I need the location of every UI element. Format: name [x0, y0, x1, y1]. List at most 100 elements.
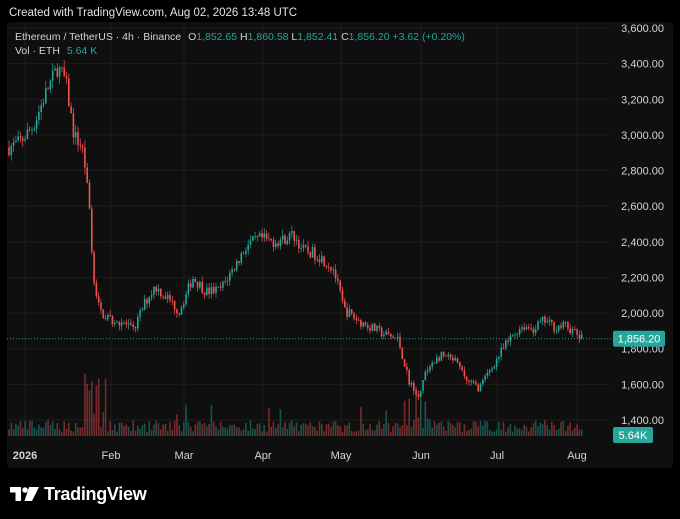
chart-panel[interactable]	[7, 22, 673, 468]
volume-bar	[185, 404, 187, 436]
volume-bar	[100, 427, 102, 436]
candle-body	[277, 243, 279, 246]
volume-bar	[495, 429, 498, 436]
volume-bar	[12, 429, 15, 436]
volume-bar	[40, 427, 42, 436]
candle-body	[229, 272, 231, 281]
candle-body	[231, 269, 233, 273]
volume-bar	[143, 423, 146, 436]
volume-bar	[341, 431, 344, 436]
candle-body	[364, 322, 367, 325]
candle-body	[160, 288, 162, 297]
candle-body	[445, 355, 447, 357]
candle-body	[580, 334, 583, 339]
candle-body	[51, 70, 54, 81]
volume-bar	[551, 421, 553, 436]
candle-body	[449, 354, 452, 358]
candle-body	[447, 354, 450, 357]
open-label: O	[188, 31, 197, 43]
volume-bar	[376, 424, 378, 436]
volume-bar	[413, 419, 415, 436]
candle-body	[500, 347, 502, 357]
x-tick-label: Aug	[567, 450, 587, 462]
volume-bar	[58, 429, 61, 436]
candle-body	[555, 330, 558, 332]
candle-body	[63, 67, 65, 77]
volume-bar	[74, 422, 77, 436]
candle-body	[440, 351, 443, 361]
candle-body	[309, 252, 312, 258]
candle-body	[387, 331, 390, 334]
volume-bar	[364, 429, 367, 436]
volume-bar	[332, 421, 335, 436]
volume-bar	[410, 427, 413, 436]
volume-bar	[371, 430, 374, 436]
candle-body	[429, 366, 431, 371]
volume-bar	[521, 430, 523, 436]
candle-body	[81, 146, 84, 148]
volume-bar	[130, 431, 132, 436]
volume-bar	[571, 430, 574, 436]
volume-bar	[314, 426, 316, 436]
volume-bar	[166, 430, 169, 436]
candle-body	[511, 335, 514, 337]
candle-body	[408, 370, 410, 385]
volume-bar	[270, 426, 272, 436]
volume-bar	[19, 421, 22, 436]
volume-bar	[436, 424, 438, 436]
candle-body	[171, 300, 174, 302]
candle-body	[222, 281, 224, 288]
candle-body	[491, 368, 493, 371]
candle-body	[40, 105, 42, 112]
candle-body	[396, 336, 399, 339]
volume-bar	[84, 373, 86, 436]
x-tick-label: Jun	[412, 450, 430, 462]
volume-bar	[22, 428, 24, 436]
volume-bar	[528, 431, 530, 436]
volume-bar	[537, 426, 539, 436]
volume-bar	[415, 386, 417, 436]
candle-body	[567, 322, 569, 329]
candle-body	[120, 322, 123, 326]
candle-body	[116, 321, 118, 324]
volume-bar	[26, 428, 29, 436]
volume-bar	[523, 424, 525, 436]
volume-bar	[45, 422, 47, 436]
candle-body	[426, 370, 429, 372]
x-tick-label: Mar	[175, 450, 194, 462]
volume-bar	[201, 424, 203, 436]
candle-body	[132, 324, 134, 328]
volume-bar	[247, 430, 249, 436]
volume-bar	[187, 422, 190, 436]
candle-body	[139, 310, 141, 317]
volume-bar	[311, 426, 314, 436]
candle-body	[54, 68, 56, 71]
candle-body	[518, 329, 521, 335]
candle-body	[569, 328, 571, 334]
candle-body	[288, 233, 291, 241]
candle-body	[77, 132, 79, 146]
volume-bar	[560, 422, 562, 436]
volume-bar	[426, 418, 429, 436]
candle-body	[298, 239, 300, 249]
volume-bar	[309, 421, 312, 436]
tradingview-logo[interactable]: TradingView	[10, 483, 147, 505]
volume-bar	[132, 420, 134, 436]
volume-bar	[91, 381, 93, 436]
candle-body	[307, 246, 309, 253]
volume-bar	[461, 431, 463, 436]
candle-body	[403, 359, 406, 367]
candle-body	[38, 111, 40, 121]
candle-body	[157, 288, 160, 292]
candle-body	[256, 236, 259, 237]
volume-bar	[484, 420, 486, 436]
volume-bar	[511, 431, 514, 436]
volume-bar	[491, 431, 493, 436]
ohlc-legend: Ethereum / TetherUS · 4h · Binance O1,85…	[15, 31, 465, 43]
candle-body	[146, 299, 148, 304]
candle-body	[311, 247, 314, 258]
candle-body	[394, 337, 397, 339]
candle-body	[212, 287, 215, 294]
candle-body	[330, 267, 332, 271]
price-chart[interactable]: 1,400.00 1,600.00 1,800.00 2,000.00 2,200.00…	[7, 22, 673, 468]
